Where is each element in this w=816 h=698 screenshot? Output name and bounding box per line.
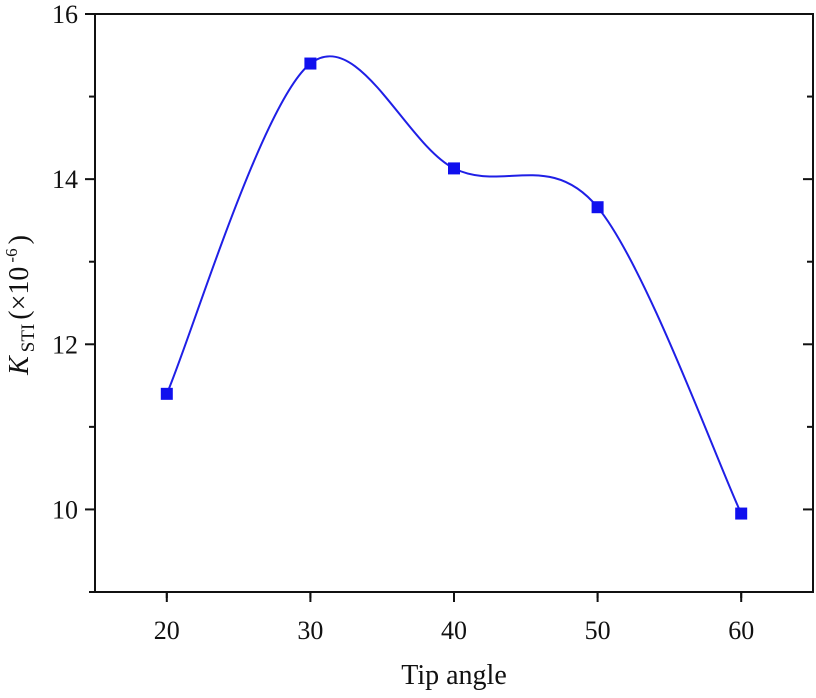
y-tick-label: 16 bbox=[52, 0, 78, 29]
plot-content bbox=[160, 55, 748, 520]
plot-frame bbox=[94, 13, 814, 593]
data-point bbox=[304, 57, 317, 70]
y-tick-label: 10 bbox=[52, 495, 78, 524]
y-axis-unit-suffix: ) bbox=[4, 235, 35, 244]
data-point bbox=[735, 507, 748, 520]
series-line bbox=[165, 55, 743, 514]
y-axis-unit-prefix: (×10 bbox=[4, 267, 35, 320]
y-axis-subscript: STI bbox=[18, 324, 39, 353]
x-tick-label: 20 bbox=[154, 616, 180, 645]
y-tick-label: 14 bbox=[52, 165, 78, 194]
x-tick-label: 40 bbox=[441, 616, 467, 645]
y-axis: 10 12 14 16 bbox=[52, 0, 813, 593]
y-axis-unit-exponent: -6 bbox=[2, 248, 21, 262]
x-tick-label: 60 bbox=[728, 616, 754, 645]
y-tick-label: 12 bbox=[52, 330, 78, 359]
x-axis-title: Tip angle bbox=[401, 660, 507, 691]
data-point bbox=[160, 387, 173, 400]
y-axis-symbol: K bbox=[4, 355, 35, 376]
x-tick-label: 30 bbox=[297, 616, 323, 645]
x-tick-label: 50 bbox=[585, 616, 611, 645]
data-point bbox=[448, 162, 460, 175]
x-axis: 20 30 40 50 60 bbox=[154, 592, 754, 645]
y-axis-title: K STI (×10 -6 ) bbox=[2, 235, 39, 376]
data-point bbox=[591, 201, 604, 214]
